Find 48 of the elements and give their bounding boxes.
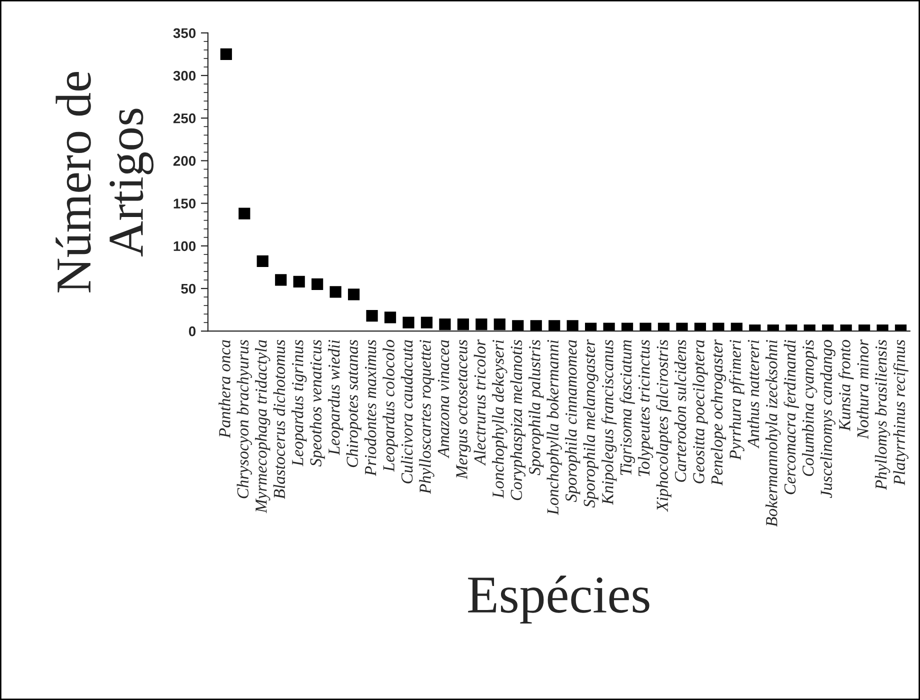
x-tick-label: Kunsia fronto: [838, 340, 854, 432]
x-tick-label: Speothos venaticus: [310, 340, 325, 467]
x-tick-label: Blastocerus dichotomus: [273, 340, 286, 499]
x-tick-label: Bokermannohyla izecksohni: [766, 340, 781, 527]
x-tick-label: Chrysocyon brachyurus: [236, 340, 252, 498]
y-axis-title: Número de Artigos: [56, 72, 154, 292]
x-tick-label: Tigrisoma fasciatum: [620, 340, 635, 475]
x-tick-label: Geositta poeciloptera: [692, 340, 708, 484]
y-tick-label: 200: [173, 156, 196, 166]
x-axis-title: Espécies: [468, 576, 650, 624]
x-tick-label: Coryphaspiza melanotis: [510, 340, 526, 500]
x-tick-label: Xiphocolaptes falcirostris: [656, 340, 672, 512]
x-tick-label: Sporophila palustris: [528, 340, 544, 476]
y-tick-label: 350: [173, 28, 196, 38]
x-tick-label: Anthus nattereri: [747, 340, 760, 449]
x-tick-label: Columbina cyanopis: [802, 340, 818, 476]
y-tick-label: 150: [174, 198, 196, 208]
x-tick-label: Nothura minor: [856, 339, 868, 440]
y-tick-label: 50: [181, 284, 196, 294]
x-tick-label: Cercomacra ferdinandi: [784, 340, 800, 494]
x-tick-label: Leopardus colocolo: [382, 340, 398, 472]
x-tick-label: Leopardus wiedii: [328, 340, 344, 456]
x-tick-label: Sporophila melanogaster: [583, 339, 598, 508]
x-tick-label: Pyrrhura pfrimeri: [729, 340, 744, 460]
x-tick-label: Mergus octosetaceus: [456, 340, 471, 480]
y-tick-label: 0: [188, 326, 196, 336]
y-tick-label: 250: [173, 113, 196, 124]
x-tick-label: Priodontes maximus: [364, 340, 376, 476]
x-tick-label: Alectrurus tricolor: [474, 339, 486, 466]
x-tick-label: Knipolegus franciscanus: [601, 340, 617, 505]
x-tick-label: Lonchophylla bokermanni: [546, 340, 562, 516]
x-tick-label: Penelope ochrogaster: [710, 339, 726, 486]
x-tick-label: Panthera onca: [218, 340, 230, 438]
x-tick-label: Carterodon sulcidens: [674, 340, 686, 482]
x-tick-label: Phyllomys brasiliensis: [874, 340, 890, 490]
x-tick-label: Culicivora caudacuta: [400, 340, 413, 484]
x-tick-label: Chiropotes satanas: [346, 340, 362, 468]
x-tick-label: Leopardus tigrinus: [292, 340, 307, 466]
x-tick-label: Tolypeutes tricinctus: [638, 340, 654, 476]
x-tick-label: Juscelinomys candango: [820, 340, 836, 498]
y-tick-label: 300: [173, 70, 196, 81]
x-tick-label: Amazona vinacea: [438, 340, 450, 458]
x-tick-label: Sporophila cinnamomea: [565, 340, 580, 502]
x-tick-label: Platyrrhinus recifinus: [893, 340, 908, 486]
x-tick-label: Lonchophylla dekeyseri: [492, 340, 508, 498]
y-tick-label: 100: [174, 241, 196, 252]
x-tick-label: Myrmecophaga tridactyla: [255, 340, 270, 514]
x-tick-label: Phylloscartes roquettei: [419, 340, 434, 494]
